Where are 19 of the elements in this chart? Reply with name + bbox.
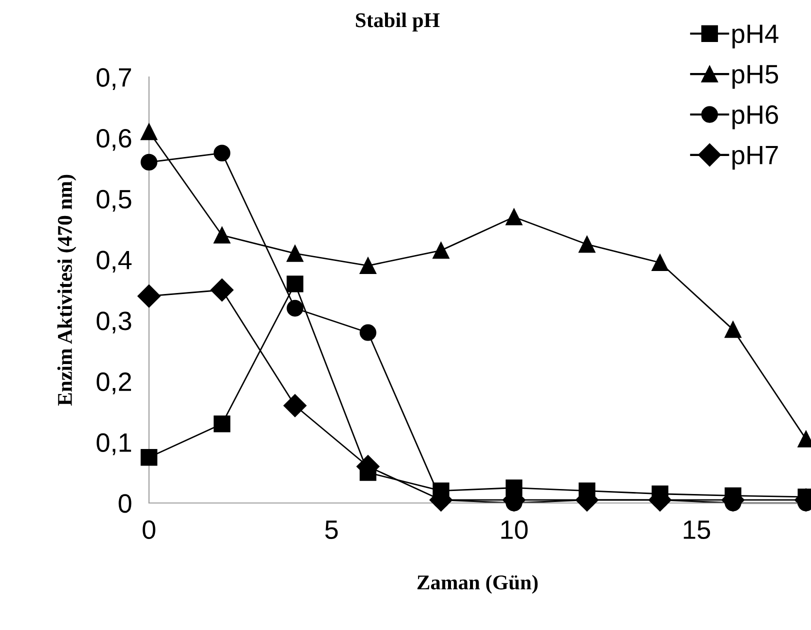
y-tick-label: 0,1 bbox=[96, 433, 132, 456]
y-tick-label: 0,2 bbox=[96, 372, 132, 394]
legend-label: pH5 bbox=[732, 65, 778, 89]
y-axis-title: Enzim Aktivitesi (470 nm) bbox=[57, 174, 76, 406]
legend-label: pH6 bbox=[732, 105, 778, 130]
legend-label: pH7 bbox=[732, 146, 778, 170]
x-tick-label: 5 bbox=[325, 520, 338, 540]
y-tick-label: 0,5 bbox=[96, 190, 132, 212]
legend-label: pH4 bbox=[732, 24, 778, 48]
y-tick-label: 0 bbox=[118, 494, 132, 513]
chart-title: Stabil pH bbox=[356, 12, 440, 32]
y-tick-label: 0,4 bbox=[96, 250, 132, 273]
y-tick-label: 0,7 bbox=[96, 68, 132, 90]
x-tick-label: 15 bbox=[684, 520, 710, 540]
y-tick-label: 0,6 bbox=[96, 128, 132, 151]
x-axis-title: Zaman (Gün) bbox=[417, 574, 538, 594]
x-tick-label: 10 bbox=[501, 520, 528, 540]
x-tick-label: 0 bbox=[142, 520, 156, 540]
y-tick-label: 0,3 bbox=[96, 312, 132, 334]
